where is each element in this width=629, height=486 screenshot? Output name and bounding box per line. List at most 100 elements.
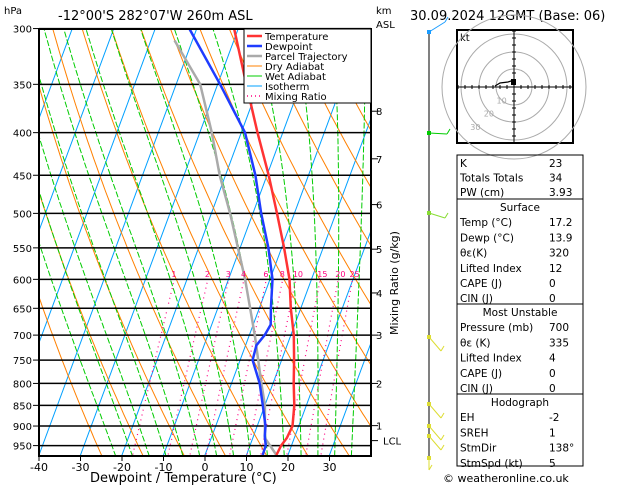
stat-label: CAPE (J) bbox=[460, 368, 502, 380]
mixing-ratio-labels: 1 2 3 4 6 8 10 15 20 25 bbox=[171, 270, 359, 279]
pressure-tick-label: 450 bbox=[13, 171, 32, 182]
mixing-ratio-line bbox=[131, 279, 175, 456]
wet-adiabat-line bbox=[254, 29, 302, 456]
pressure-tick-label: 500 bbox=[13, 209, 32, 220]
legend-label: Wet Adiabat bbox=[265, 72, 326, 83]
stat-label: StmDir bbox=[460, 443, 497, 455]
km-tick-label: 7 bbox=[376, 155, 382, 166]
legend-label: Parcel Trajectory bbox=[265, 52, 348, 63]
mixing-ratio-label: 15 bbox=[317, 270, 327, 279]
mixing-ratio-label: 1 bbox=[171, 270, 176, 279]
x-tick-label: -10 bbox=[155, 461, 173, 474]
stat-value: 4 bbox=[549, 353, 556, 365]
dry-adiabat-line bbox=[287, 29, 371, 189]
stat-value: -2 bbox=[549, 412, 559, 424]
mixing-ratio-label: 10 bbox=[293, 270, 303, 279]
wind-barb bbox=[428, 21, 446, 33]
stat-label: Lifted Index bbox=[460, 353, 522, 365]
wet-adiabat-line bbox=[43, 29, 184, 456]
wet-adiabat-line bbox=[39, 240, 117, 456]
stats-table: K 23 Totals Totals 34 PW (cm) 3.93 Surface Temp… bbox=[456, 154, 584, 470]
dry-adiabat-line bbox=[170, 29, 371, 428]
km-tick-label: 1 bbox=[376, 422, 382, 433]
x-tick-label: 10 bbox=[240, 461, 254, 474]
credit-text: © weatheronline.co.uk bbox=[443, 472, 569, 485]
stat-value: 34 bbox=[549, 173, 563, 185]
stat-label: Pressure (mb) bbox=[460, 322, 533, 334]
stat-label: StmSpd (kt) bbox=[460, 458, 523, 470]
mixing-ratio-line bbox=[205, 279, 245, 456]
pressure-tick-label: 800 bbox=[13, 379, 32, 390]
dewpoint-line bbox=[188, 29, 274, 456]
wet-adiabat-line bbox=[212, 29, 285, 456]
stat-value: 320 bbox=[549, 248, 569, 260]
stat-label: CIN (J) bbox=[460, 383, 493, 395]
wind-barb-feather bbox=[440, 444, 445, 451]
hodograph-stats-box bbox=[456, 393, 584, 467]
pressure-tick-label: 850 bbox=[13, 401, 32, 412]
pressure-tick-label: 950 bbox=[13, 442, 32, 453]
legend-label: Dewpoint bbox=[265, 42, 313, 53]
dry-adiabat-line bbox=[574, 16, 629, 464]
km-tick-label: 8 bbox=[376, 107, 382, 118]
stat-value: 13.9 bbox=[549, 232, 572, 244]
dry-adiabat-line bbox=[39, 84, 185, 456]
wet-adiabat-line bbox=[110, 29, 235, 456]
km-tick-label: 5 bbox=[376, 245, 382, 256]
stat-value: 0 bbox=[549, 368, 556, 380]
dry-adiabat-line bbox=[39, 295, 103, 456]
km-label: km bbox=[376, 6, 392, 17]
wet-adiabat-line bbox=[295, 29, 319, 456]
mixing-ratio-line bbox=[228, 279, 267, 456]
stat-label: CAPE (J) bbox=[460, 278, 502, 290]
stat-value: 700 bbox=[549, 322, 569, 334]
mixing-ratio-label: 2 bbox=[205, 270, 210, 279]
mixing-ratio-line bbox=[320, 279, 354, 456]
wind-barb bbox=[428, 403, 442, 419]
location-title: -12°00'S 282°07'W 260m ASL bbox=[58, 9, 253, 24]
wind-barb-feather bbox=[428, 464, 433, 471]
wind-barb bbox=[428, 132, 448, 135]
stat-label: Lifted Index bbox=[460, 263, 522, 275]
dry-adiabat-line bbox=[52, 29, 227, 456]
dry-adiabat-line bbox=[228, 29, 371, 306]
wet-adiabat-line bbox=[39, 134, 150, 456]
isotherm-line bbox=[39, 29, 198, 456]
stat-value: 335 bbox=[549, 337, 569, 349]
mixing-ratio-line bbox=[189, 279, 230, 456]
dry-adiabat-line bbox=[111, 29, 309, 456]
dry-adiabat-line bbox=[140, 29, 350, 456]
dry-adiabat-line bbox=[39, 190, 144, 456]
hodograph-storm-marker bbox=[511, 79, 516, 85]
pressure-levels: 300 350 400 450 500 550 600 650 700 750 800 850 900 9… bbox=[13, 25, 371, 453]
dry-adiabat-line bbox=[258, 29, 371, 247]
stat-label: K bbox=[460, 158, 468, 170]
stat-value: 0 bbox=[549, 278, 556, 290]
isotherm-line bbox=[328, 341, 371, 456]
x-tick-label: -30 bbox=[72, 461, 90, 474]
mixing-ratio-label: 3 bbox=[226, 270, 231, 279]
stat-value: 12 bbox=[549, 263, 562, 275]
wind-barb bbox=[428, 435, 442, 451]
wind-profile bbox=[427, 16, 451, 471]
km-tick-label: 3 bbox=[376, 331, 382, 342]
hodograph-unit: kt bbox=[460, 33, 470, 44]
pressure-tick-label: 550 bbox=[13, 244, 32, 255]
stat-label: θε (K) bbox=[460, 337, 491, 349]
stat-value: 0 bbox=[549, 383, 556, 395]
km-tick-label: 4 bbox=[376, 289, 382, 300]
wet-adiabat-line bbox=[63, 29, 201, 456]
hodograph-stats-box-title: Hodograph bbox=[491, 397, 549, 409]
pressure-tick-label: 750 bbox=[13, 356, 32, 367]
wind-barb-feather bbox=[446, 128, 451, 135]
isotherm-line bbox=[245, 117, 371, 456]
dry-adiabat-line bbox=[603, 16, 629, 464]
km-tick-label: 2 bbox=[376, 379, 382, 390]
stat-value: 23 bbox=[549, 158, 562, 170]
pressure-tick-label: 900 bbox=[13, 422, 32, 433]
surface-box-title: Surface bbox=[500, 202, 540, 214]
pressure-tick-label: 700 bbox=[13, 331, 32, 342]
